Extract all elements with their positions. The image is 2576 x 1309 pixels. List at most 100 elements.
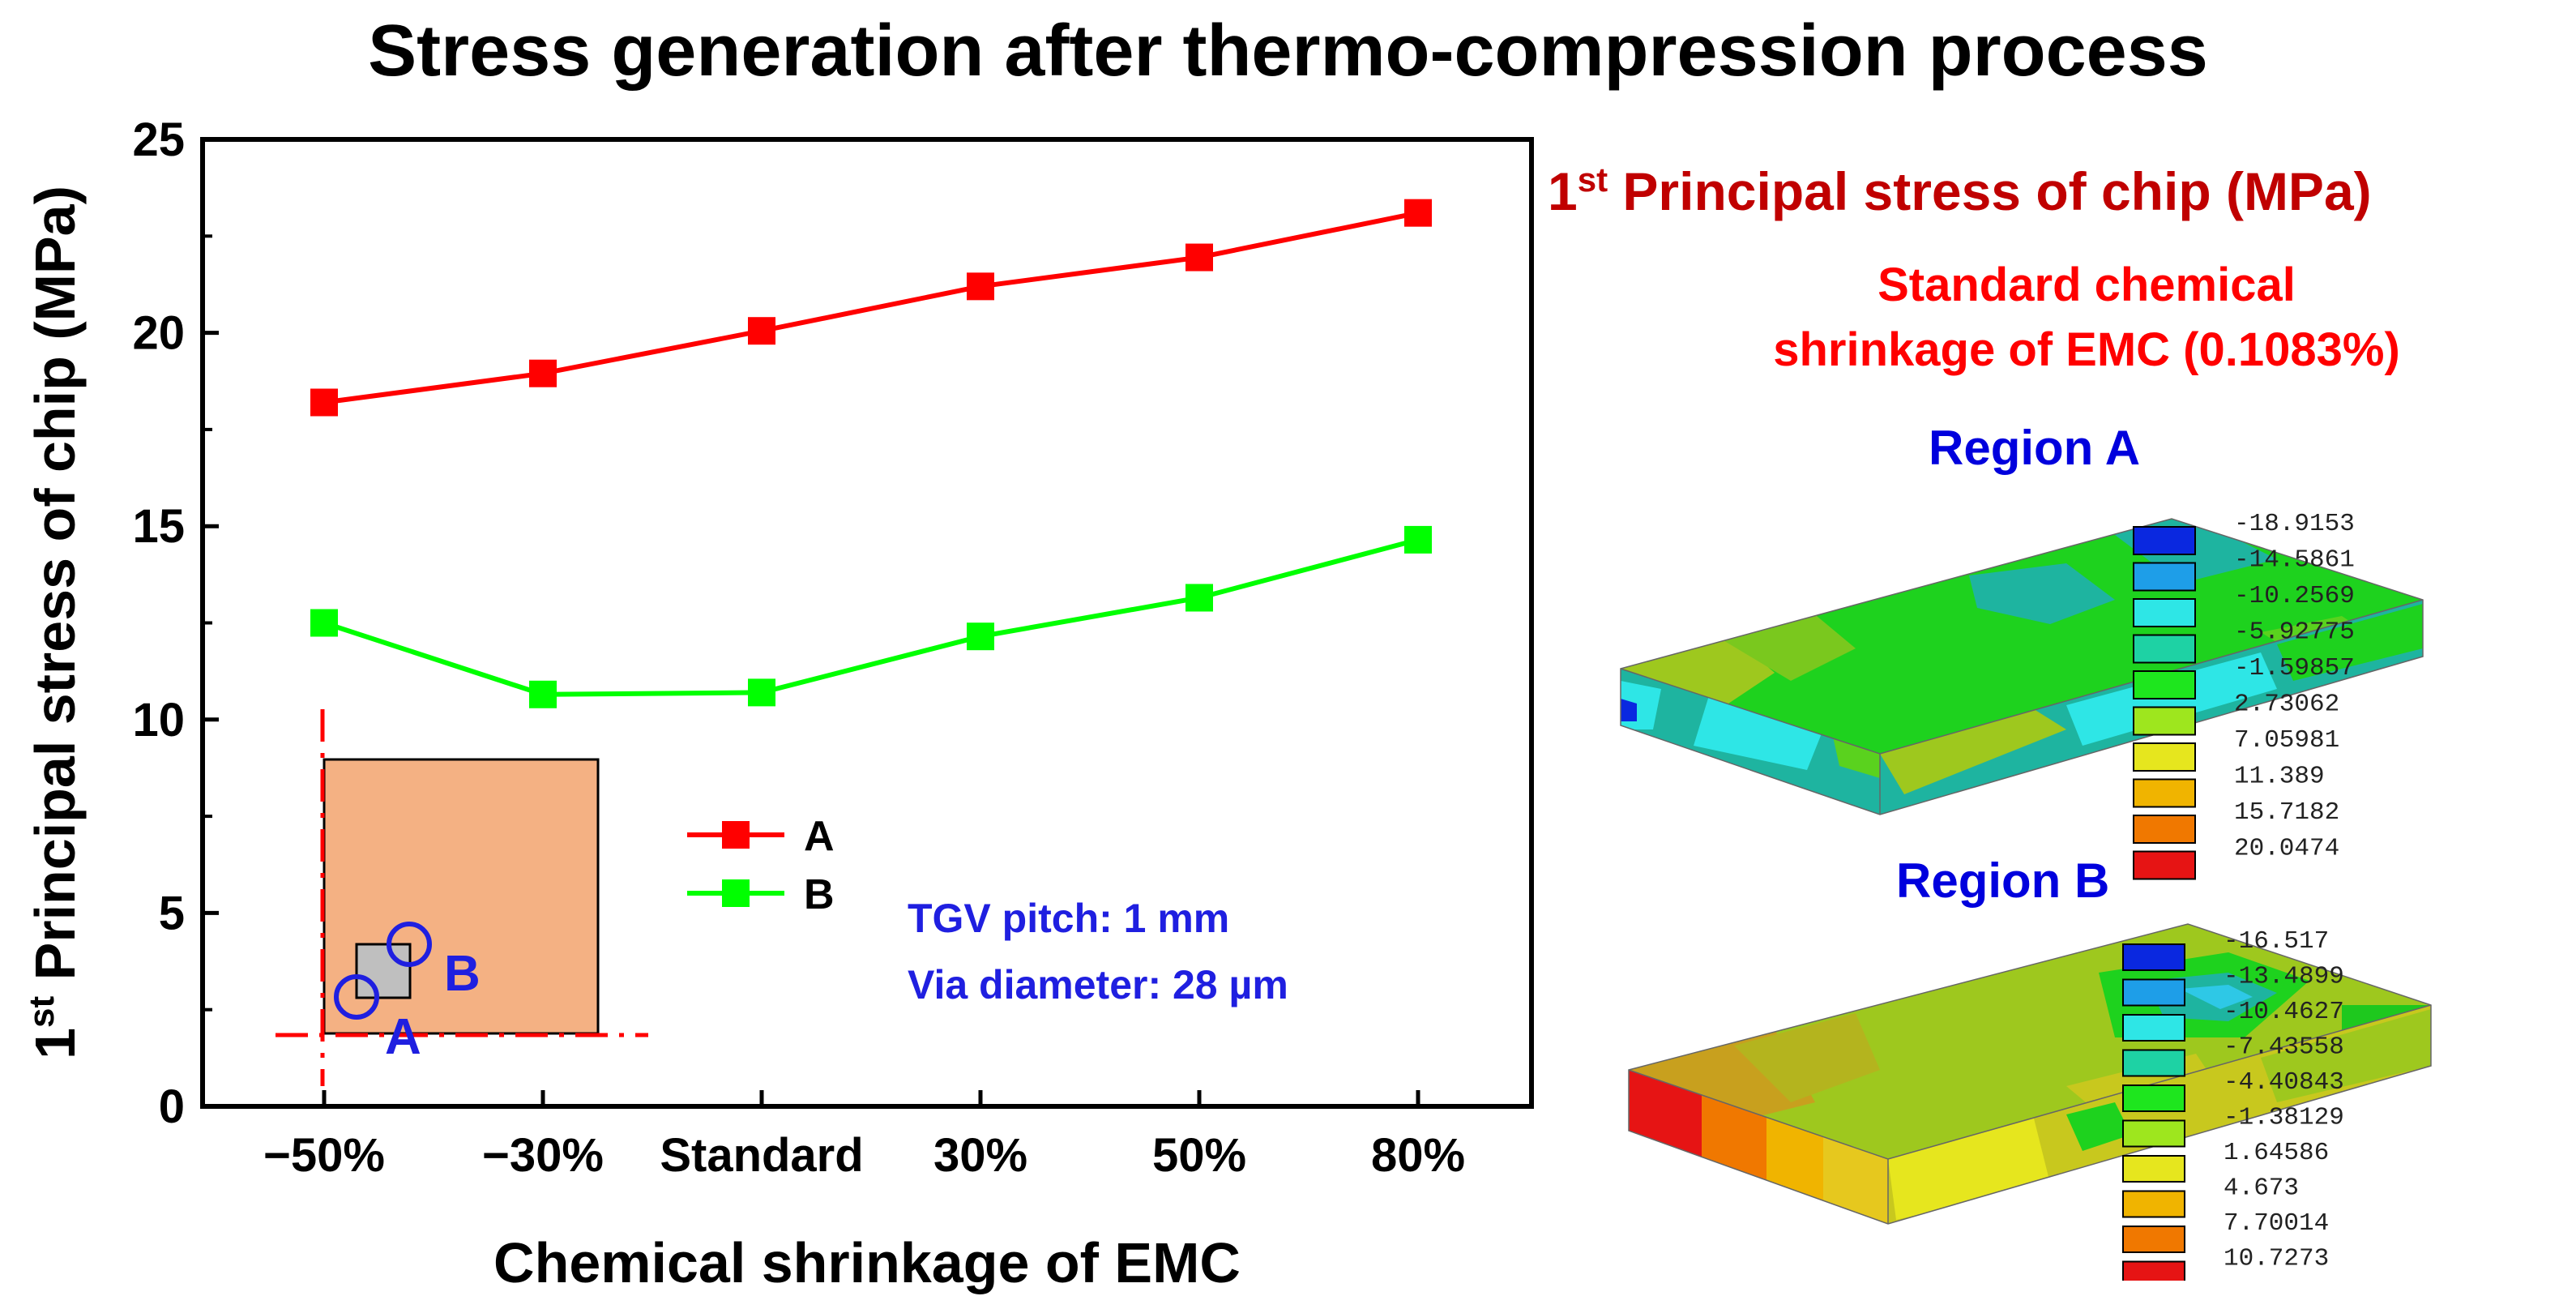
legend-value: -16.517 <box>2224 927 2329 956</box>
x-tick-label: 30% <box>933 1129 1027 1182</box>
annotation-via-diameter: Via diameter: 28 µm <box>908 962 1288 1007</box>
x-tick-label: Standard <box>660 1129 863 1182</box>
legend-value: -5.92775 <box>2234 618 2355 647</box>
legend-value: -18.9153 <box>2234 510 2355 538</box>
x-tick-label: 80% <box>1371 1129 1465 1182</box>
legend-marker <box>722 879 750 907</box>
legend-color-swatch <box>2133 778 2196 808</box>
inset-label-a: A <box>385 1009 421 1065</box>
legend-value: 2.73062 <box>2234 691 2339 719</box>
main-title: Stress generation after thermo-compressi… <box>368 11 2208 92</box>
contour-plots: -18.9153 -14.5861 -10.2569 -5.92775 -1.59857… <box>1620 510 2432 1281</box>
right-panel-subtitle-line1: Standard chemical <box>1878 259 2296 311</box>
data-point-b <box>529 680 557 708</box>
legend-color-swatch <box>2122 943 2185 971</box>
legend-color-swatch <box>2133 526 2196 555</box>
right-panel-heading-sup: st <box>1577 160 1608 199</box>
y-tick-label: 20 <box>132 307 185 360</box>
data-point-b <box>967 622 994 651</box>
y-axis-label-sup: st <box>22 995 62 1027</box>
right-panel-subtitle-line2: shrinkage of EMC (0.1083%) <box>1773 323 2400 376</box>
legend-value: 10.7273 <box>2224 1245 2329 1273</box>
region-a-contour-block <box>1620 518 2424 815</box>
data-point-a <box>310 388 338 417</box>
legend-color-swatch <box>2133 598 2196 627</box>
legend-color-swatch <box>2133 742 2196 772</box>
y-axis-label: 1st Principal stress of chip (MPa) <box>22 186 87 1059</box>
legend-value: 1.64586 <box>2224 1139 2329 1167</box>
inset-via-square <box>355 943 412 999</box>
data-point-a <box>529 359 557 387</box>
y-tick-label: 10 <box>132 694 185 746</box>
series-line-b <box>323 537 1419 697</box>
legend-value: -1.38129 <box>2224 1104 2344 1132</box>
legend-value: 20.0474 <box>2234 835 2339 863</box>
region-a-color-legend: -18.9153 -14.5861 -10.2569 -5.92775 -1.59857… <box>2133 510 2355 880</box>
inset-circle-a <box>334 974 379 1020</box>
data-point-a <box>967 272 994 301</box>
inset-circle-b <box>387 922 432 967</box>
legend-label: B <box>804 871 835 918</box>
data-point-a <box>1185 243 1213 272</box>
y-tick-label: 15 <box>132 500 185 553</box>
right-panel-heading-post: Principal stress of chip (MPa) <box>1608 161 2372 221</box>
legend-color-swatch <box>2133 706 2196 736</box>
legend-color-swatch <box>2133 562 2196 592</box>
legend-color-swatch <box>2133 634 2196 664</box>
right-panel-heading-pre: 1 <box>1548 161 1578 221</box>
legend-value: 7.70014 <box>2224 1209 2329 1238</box>
region-b-color-legend: -16.517 -13.4899 -10.4627 -7.43558 -4.40843 -… <box>2122 927 2344 1281</box>
legend-label: A <box>804 813 835 860</box>
plot-marks: 0 5 10 15 20 25 −50% −30% Standard 30% 50% 80% <box>132 113 1465 1182</box>
data-point-a <box>1404 199 1432 227</box>
legend-value: 4.673 <box>2224 1174 2299 1203</box>
x-tick-label: −30% <box>482 1129 604 1182</box>
x-tick-label: −50% <box>263 1129 385 1182</box>
legend-color-swatch <box>2133 850 2196 880</box>
region-b-contour-block <box>1628 923 2432 1225</box>
legend-value: -13.4899 <box>2224 963 2344 991</box>
region-b-title: Region B <box>1896 853 2110 908</box>
data-point-b <box>748 678 775 707</box>
legend-color-swatch <box>2122 1084 2185 1112</box>
legend-value: 15.7182 <box>2234 798 2339 827</box>
legend-color-swatch <box>2122 1049 2185 1077</box>
x-axis-label: Chemical shrinkage of EMC <box>493 1231 1241 1294</box>
legend-value: -1.59857 <box>2234 654 2355 682</box>
inset-diagram: A B <box>276 709 648 1086</box>
data-point-a <box>748 317 775 345</box>
region-a-title: Region A <box>1929 421 2141 475</box>
legend-marker <box>722 821 750 849</box>
y-axis-label-post: Principal stress of chip (MPa) <box>23 186 87 996</box>
series-line-a <box>323 210 1419 405</box>
legend-color-swatch <box>2122 1119 2185 1148</box>
legend-color-swatch <box>2133 815 2196 844</box>
y-tick-label: 0 <box>159 1080 185 1133</box>
chart-legend: AB <box>687 813 835 918</box>
legend-color-swatch <box>2122 1155 2185 1183</box>
y-tick-label: 25 <box>132 113 185 166</box>
data-point-b <box>1404 525 1432 554</box>
right-panel-heading: 1st Principal stress of chip (MPa) <box>1548 160 2372 222</box>
data-point-b <box>1185 584 1213 612</box>
legend-value: -14.5861 <box>2234 546 2355 575</box>
y-axis-label-pre: 1 <box>23 1028 87 1059</box>
legend-value: -7.43558 <box>2224 1033 2344 1062</box>
legend-color-swatch <box>2122 1014 2185 1042</box>
legend-value: 11.389 <box>2234 763 2325 791</box>
x-tick-label: 50% <box>1152 1129 1246 1182</box>
legend-color-swatch <box>2122 1190 2185 1218</box>
legend-value: -10.4627 <box>2224 998 2344 1026</box>
annotation-tgv-pitch: TGV pitch: 1 mm <box>908 896 1229 941</box>
legend-color-swatch <box>2122 1226 2185 1253</box>
y-tick-label: 5 <box>159 887 185 939</box>
legend-value: 7.05981 <box>2234 726 2339 755</box>
legend-value: -4.40843 <box>2224 1068 2344 1097</box>
legend-color-swatch <box>2133 670 2196 699</box>
legend-color-swatch <box>2122 978 2185 1007</box>
legend-color-swatch <box>2122 1260 2185 1281</box>
inset-label-b: B <box>444 946 481 1002</box>
legend-value: -10.2569 <box>2234 582 2355 610</box>
data-point-b <box>310 609 338 637</box>
